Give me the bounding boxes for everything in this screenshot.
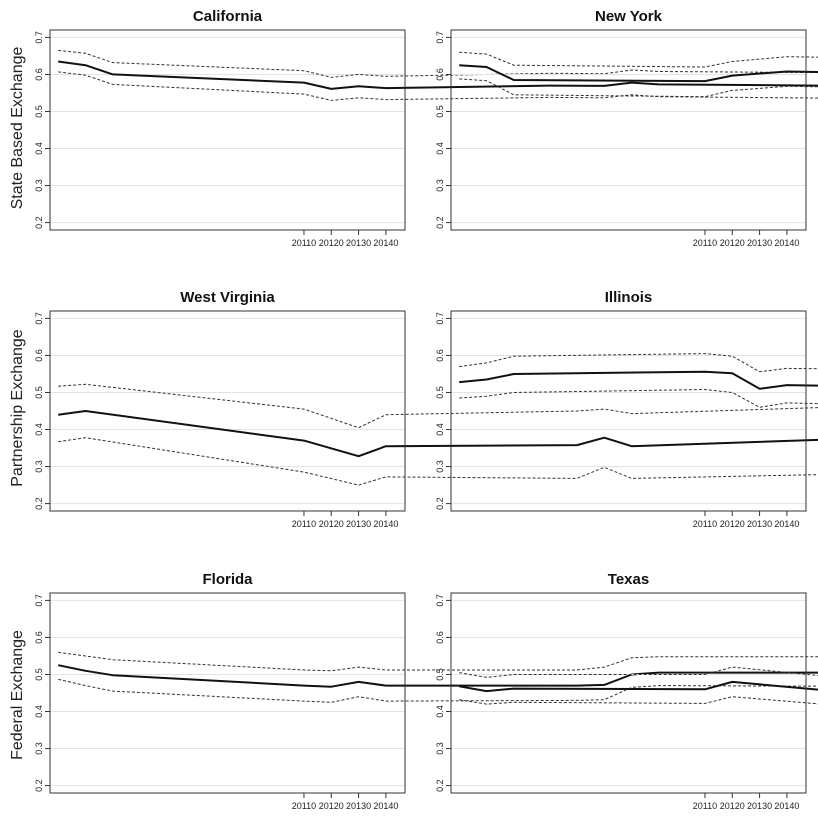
panel-title-texas: Texas <box>608 571 649 588</box>
y-tick-label-florida: 0.5 <box>34 668 44 681</box>
plot-frame-west-virginia <box>49 310 406 512</box>
series-lower-texas <box>459 696 818 705</box>
panel-title-west-virginia: West Virginia <box>180 289 275 306</box>
plot-frame-new-york <box>450 29 807 231</box>
y-tick-label-florida: 0.4 <box>34 705 44 718</box>
y-tick-label-florida: 0.2 <box>34 779 44 792</box>
x-tick-label-texas: 20110 <box>693 801 717 811</box>
x-tick-label-texas: 20130 <box>747 801 772 811</box>
series-upper-illinois <box>459 353 818 373</box>
y-tick-label-california: 0.4 <box>34 142 44 155</box>
x-tick-label-texas: 20120 <box>720 801 745 811</box>
x-tick-label-new-york: 20110 <box>693 238 717 248</box>
y-tick-label-florida: 0.3 <box>34 742 44 755</box>
x-tick-label-west-virginia: 20130 <box>346 519 371 529</box>
x-tick-label-illinois: 20130 <box>747 519 772 529</box>
series-estimate-new-york <box>459 64 818 83</box>
y-tick-label-west-virginia: 0.4 <box>34 423 44 436</box>
y-tick-label-new-york: 0.3 <box>435 179 445 192</box>
series-upper-west-virginia <box>58 383 818 429</box>
y-tick-label-california: 0.6 <box>34 68 44 81</box>
y-tick-label-new-york: 0.2 <box>435 216 445 229</box>
x-tick-label-illinois: 20140 <box>774 519 799 529</box>
y-tick-label-texas: 0.6 <box>435 631 445 644</box>
x-tick-label-california: 20120 <box>319 238 344 248</box>
series-lower-west-virginia <box>58 437 818 486</box>
plot-frame-california <box>49 29 406 231</box>
y-tick-label-california: 0.5 <box>34 105 44 118</box>
series-estimate-west-virginia <box>58 410 818 458</box>
row-label-state-based: State Based Exchange <box>9 47 26 210</box>
x-tick-label-california: 20130 <box>346 238 371 248</box>
series-estimate-california <box>58 60 818 90</box>
series-estimate-illinois <box>459 370 818 390</box>
plot-frame-florida <box>49 592 406 794</box>
y-tick-label-texas: 0.7 <box>435 594 445 607</box>
x-tick-label-florida: 20110 <box>292 801 316 811</box>
y-tick-label-texas: 0.5 <box>435 668 445 681</box>
y-tick-label-illinois: 0.6 <box>435 349 445 362</box>
panel-new-york: New York 0.2 0.3 0.4 0.5 0.6 0.7 20110 20120 2013… <box>435 8 818 248</box>
y-tick-label-texas: 0.4 <box>435 705 445 718</box>
x-tick-label-west-virginia: 20110 <box>292 519 316 529</box>
x-tick-label-california: 20110 <box>292 238 316 248</box>
y-tick-label-illinois: 0.3 <box>435 460 445 473</box>
series-upper-new-york <box>459 51 818 68</box>
y-tick-label-illinois: 0.4 <box>435 423 445 436</box>
x-tick-label-florida: 20130 <box>346 801 371 811</box>
y-tick-label-west-virginia: 0.3 <box>34 460 44 473</box>
x-tick-label-west-virginia: 20140 <box>373 519 398 529</box>
row-label-partnership: Partnership Exchange <box>9 329 26 487</box>
series-lower-illinois <box>459 388 818 408</box>
x-tick-label-new-york: 20130 <box>747 238 772 248</box>
plot-frame-illinois <box>450 310 807 512</box>
y-tick-label-illinois: 0.7 <box>435 312 445 325</box>
y-tick-label-new-york: 0.6 <box>435 68 445 81</box>
y-tick-label-new-york: 0.4 <box>435 142 445 155</box>
panel-illinois: Illinois 0.2 0.3 0.4 0.5 0.6 0.7 20110 20120 2013… <box>435 289 818 529</box>
row-label-federal: Federal Exchange <box>9 630 26 760</box>
y-tick-label-florida: 0.6 <box>34 631 44 644</box>
y-tick-label-illinois: 0.2 <box>435 497 445 510</box>
series-estimate-texas <box>459 680 818 693</box>
x-tick-label-west-virginia: 20120 <box>319 519 344 529</box>
y-tick-label-new-york: 0.7 <box>435 31 445 44</box>
y-tick-label-texas: 0.3 <box>435 742 445 755</box>
x-tick-label-florida: 20140 <box>373 801 398 811</box>
panel-title-california: California <box>193 8 263 25</box>
y-tick-label-west-virginia: 0.5 <box>34 386 44 399</box>
y-tick-label-illinois: 0.5 <box>435 386 445 399</box>
x-tick-label-new-york: 20140 <box>774 238 799 248</box>
series-upper-texas <box>459 666 818 678</box>
x-tick-label-california: 20140 <box>373 238 398 248</box>
series-upper-florida <box>58 651 818 672</box>
y-tick-label-texas: 0.2 <box>435 779 445 792</box>
y-tick-label-west-virginia: 0.7 <box>34 312 44 325</box>
y-tick-label-florida: 0.7 <box>34 594 44 607</box>
panel-title-illinois: Illinois <box>605 289 653 306</box>
y-tick-label-california: 0.2 <box>34 216 44 229</box>
y-tick-label-new-york: 0.5 <box>435 105 445 118</box>
panel-texas: Texas 0.2 0.3 0.4 0.5 0.6 0.7 20110 20120 20130 20… <box>435 571 818 811</box>
x-tick-label-new-york: 20120 <box>720 238 745 248</box>
y-tick-label-california: 0.3 <box>34 179 44 192</box>
plot-frame-texas <box>450 592 807 794</box>
x-tick-label-illinois: 20120 <box>720 519 745 529</box>
series-estimate-florida <box>57 664 818 688</box>
panel-title-new-york: New York <box>595 8 663 25</box>
x-tick-label-florida: 20120 <box>319 801 344 811</box>
y-tick-label-west-virginia: 0.6 <box>34 349 44 362</box>
series-upper-california <box>58 49 818 78</box>
x-tick-label-texas: 20140 <box>774 801 799 811</box>
y-tick-label-california: 0.7 <box>34 31 44 44</box>
y-tick-label-west-virginia: 0.2 <box>34 497 44 510</box>
panel-title-florida: Florida <box>202 571 253 588</box>
x-tick-label-illinois: 20110 <box>693 519 717 529</box>
